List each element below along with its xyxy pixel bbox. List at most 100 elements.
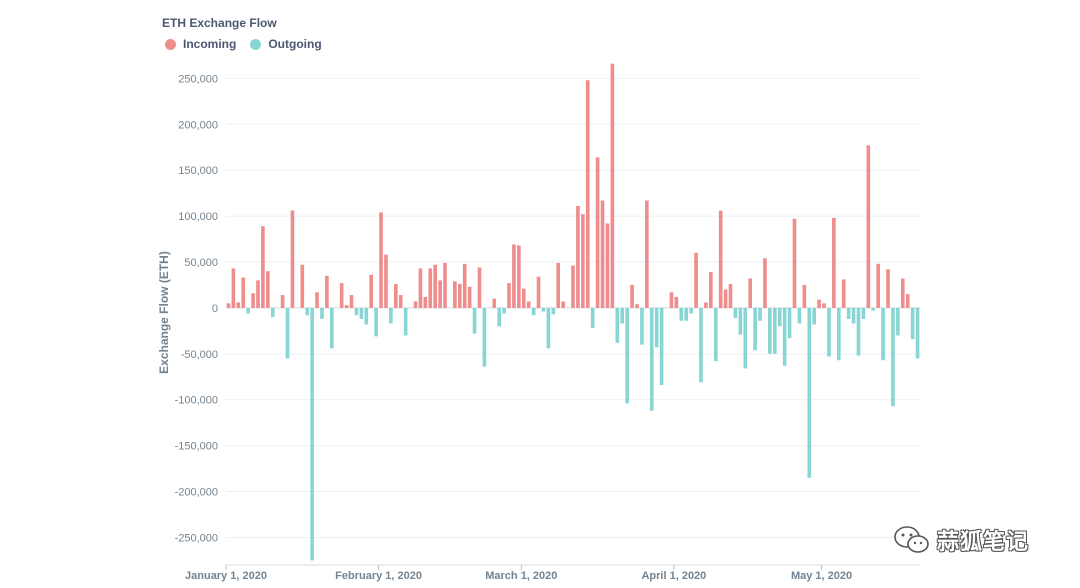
bar-outgoing xyxy=(758,307,762,321)
bar-incoming xyxy=(413,301,418,308)
bar-outgoing xyxy=(330,307,334,349)
bar-incoming xyxy=(453,281,457,308)
bar-incoming xyxy=(900,278,905,308)
bar-outgoing xyxy=(753,307,757,351)
bar-incoming xyxy=(876,263,880,308)
bar-outgoing xyxy=(497,307,501,327)
bar-incoming xyxy=(526,301,531,308)
bar-incoming xyxy=(325,275,329,308)
bar-incoming xyxy=(521,288,526,308)
bar-outgoing xyxy=(915,307,920,359)
bar-incoming xyxy=(512,244,516,308)
bar-incoming xyxy=(886,269,890,308)
bar-incoming xyxy=(438,280,442,308)
bar-incoming xyxy=(251,293,255,308)
x-tick-label: May 1, 2020 xyxy=(791,570,852,582)
bar-outgoing xyxy=(713,307,718,362)
y-tick-label: 100,000 xyxy=(178,211,218,223)
bar-incoming xyxy=(576,205,580,308)
bar-incoming xyxy=(261,226,265,308)
bar-incoming xyxy=(433,264,437,308)
bar-incoming xyxy=(748,278,753,308)
bar-outgoing xyxy=(782,307,787,366)
bar-outgoing xyxy=(827,307,831,357)
bar-incoming xyxy=(369,274,374,308)
bar-outgoing xyxy=(359,307,364,319)
bar-outgoing xyxy=(772,307,777,354)
y-tick-label: 0 xyxy=(212,303,218,315)
bar-incoming xyxy=(256,280,260,308)
bar-outgoing xyxy=(861,307,866,319)
bar-incoming xyxy=(635,304,639,308)
bar-incoming xyxy=(384,254,388,308)
y-tick-label: 200,000 xyxy=(178,119,218,131)
bar-outgoing xyxy=(305,307,310,316)
bar-outgoing xyxy=(531,307,536,316)
bar-outgoing xyxy=(812,307,816,325)
bar-outgoing xyxy=(354,307,359,316)
bar-outgoing xyxy=(679,307,684,321)
bar-incoming xyxy=(694,252,698,308)
bar-outgoing xyxy=(881,307,885,361)
bar-incoming xyxy=(763,258,767,308)
bar-incoming xyxy=(841,279,846,308)
bar-incoming xyxy=(556,262,561,308)
bar-outgoing xyxy=(310,307,314,561)
bar-outgoing xyxy=(482,307,487,367)
bar-outgoing xyxy=(684,307,689,321)
bar-outgoing xyxy=(738,307,743,335)
legend-swatch-incoming xyxy=(165,38,176,50)
bar-incoming xyxy=(462,263,467,308)
bar-incoming xyxy=(630,284,634,308)
bar-incoming xyxy=(600,200,605,308)
bar-incoming xyxy=(669,292,674,308)
x-tick-label: January 1, 2020 xyxy=(185,570,267,582)
bar-incoming xyxy=(443,262,447,308)
bar-incoming xyxy=(723,289,728,308)
bar-outgoing xyxy=(659,307,664,386)
bar-outgoing xyxy=(768,307,772,354)
legend-item-outgoing[interactable]: Outgoing xyxy=(250,37,322,51)
bar-incoming xyxy=(517,245,521,308)
bar-incoming xyxy=(428,268,433,308)
bar-incoming xyxy=(467,286,472,308)
bar-incoming xyxy=(379,212,383,308)
bar-incoming xyxy=(507,283,511,308)
bar-incoming xyxy=(423,296,428,308)
bar-incoming xyxy=(905,294,910,308)
bar-outgoing xyxy=(620,307,625,324)
bar-outgoing xyxy=(541,307,546,312)
bar-outgoing xyxy=(270,307,275,318)
bar-incoming xyxy=(605,223,610,308)
bar-outgoing xyxy=(246,307,250,314)
bar-outgoing xyxy=(640,307,644,345)
bar-outgoing xyxy=(846,307,851,319)
bar-outgoing xyxy=(807,307,812,478)
bar-incoming xyxy=(718,210,723,308)
bar-incoming xyxy=(457,284,462,308)
bar-outgoing xyxy=(546,307,551,349)
legend-label-outgoing: Outgoing xyxy=(268,37,322,51)
y-tick-label: 250,000 xyxy=(178,73,218,85)
bar-incoming xyxy=(344,305,349,308)
x-tick-label: March 1, 2020 xyxy=(485,570,557,582)
bar-outgoing xyxy=(502,307,506,314)
legend: Incoming Outgoing xyxy=(165,37,322,51)
bar-outgoing xyxy=(797,307,802,324)
bar-incoming xyxy=(231,268,236,308)
legend-swatch-outgoing xyxy=(250,38,262,50)
bar-incoming xyxy=(645,200,649,308)
bar-incoming xyxy=(866,145,871,308)
bar-incoming xyxy=(393,284,398,308)
bar-outgoing xyxy=(320,307,324,319)
chart-title: ETH Exchange Flow xyxy=(162,16,277,30)
bar-outgoing xyxy=(896,307,900,336)
bar-outgoing xyxy=(689,307,693,314)
legend-item-incoming[interactable]: Incoming xyxy=(165,37,236,51)
bar-outgoing xyxy=(777,307,782,327)
y-tick-label: -250,000 xyxy=(175,532,218,544)
bar-incoming xyxy=(290,210,295,308)
watermark-text: 蒜狐笔记 xyxy=(937,529,1030,554)
bar-incoming xyxy=(315,292,319,308)
bar-incoming xyxy=(709,272,713,308)
